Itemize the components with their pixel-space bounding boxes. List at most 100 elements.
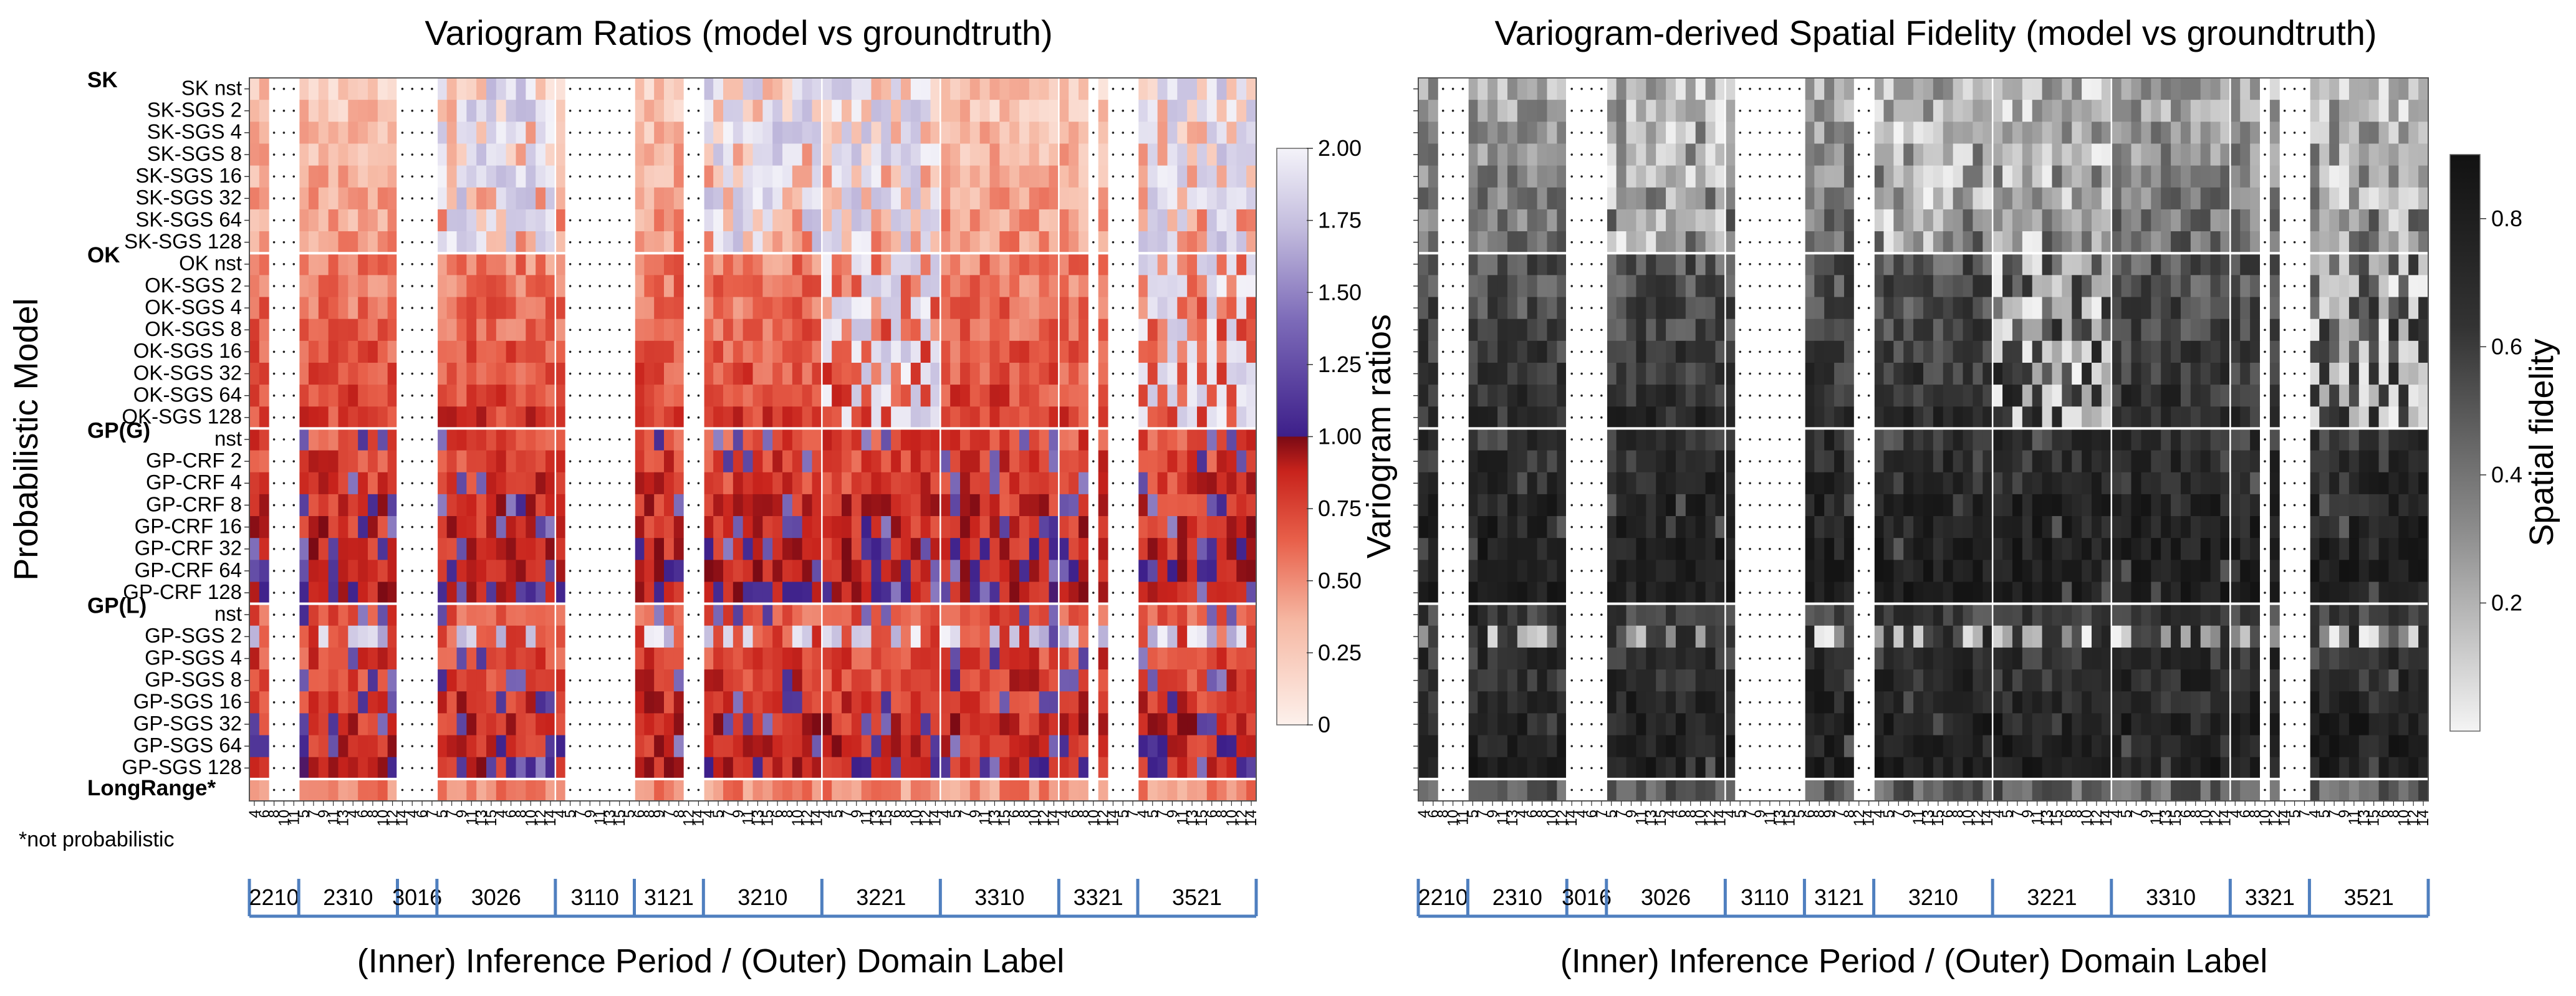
ratio-dot (1092, 438, 1095, 441)
ratio-cell (456, 209, 467, 232)
ratio-cell (328, 78, 339, 100)
ratio-cell (1197, 253, 1208, 275)
ratio-dot (598, 657, 601, 660)
ratio-cell (654, 297, 665, 320)
ratio-dot (589, 109, 592, 112)
ratio-cell (703, 231, 714, 254)
ratio-cell (1039, 450, 1049, 473)
ratio-cell (901, 122, 911, 144)
ratio-cell (891, 538, 901, 560)
fidelity-cell (2398, 143, 2409, 166)
ratio-x-tick-label: 12 (799, 810, 816, 826)
ratio-cell (299, 691, 309, 714)
ratio-cell (1059, 165, 1069, 188)
ratio-cell (1157, 209, 1168, 232)
fidelity-cell (1963, 78, 1973, 100)
ratio-cell (733, 713, 744, 736)
ratio-cell (1138, 100, 1148, 122)
ratio-dot (411, 701, 414, 704)
ratio-cell (338, 538, 348, 560)
ratio-cell (802, 691, 812, 714)
ratio-cell (1197, 735, 1208, 758)
fidelity-cell (2141, 122, 2151, 144)
ratio-cell (940, 143, 951, 166)
ratio-cell (842, 187, 852, 210)
row-label: GP-CRF 2 (146, 449, 242, 472)
ratio-cell (328, 428, 339, 451)
fidelity-cell (2240, 165, 2251, 188)
ratio-cell (1019, 165, 1030, 188)
ratio-cell (772, 757, 783, 780)
ratio-cell (1079, 406, 1089, 429)
fidelity-cell (2052, 122, 2062, 144)
ratio-dot (618, 132, 621, 134)
ratio-cell (782, 713, 793, 736)
ratio-cell (802, 275, 812, 298)
ratio-cell (930, 538, 941, 560)
fidelity-cell (1675, 78, 1686, 100)
ratio-dot (1122, 307, 1125, 309)
ratio-cell (1206, 275, 1218, 298)
ratio-cell (358, 209, 368, 232)
ratio-x-tick-label: 14 (809, 810, 825, 826)
ratio-cell (348, 647, 358, 670)
ratio-cell (1098, 494, 1108, 517)
ratio-cell (506, 362, 516, 385)
ratio-cell (1147, 340, 1158, 363)
ratio-cell (969, 209, 981, 232)
ratio-cell (950, 406, 961, 429)
ratio-x-tick-label: 8 (898, 810, 915, 818)
ratio-cell (1157, 669, 1168, 692)
ratio-cell (861, 472, 872, 495)
ratio-cell (1206, 340, 1218, 363)
ratio-cell (713, 100, 724, 122)
ratio-cell (901, 582, 911, 605)
ratio-dot (421, 504, 423, 507)
ratio-cell (654, 647, 665, 670)
ratio-cell (1049, 691, 1059, 714)
fidelity-cell (1725, 122, 1736, 144)
ratio-cell (703, 297, 714, 320)
ratio-cell (733, 385, 744, 407)
ratio-cell (920, 560, 931, 582)
fidelity-cell (1537, 122, 1547, 144)
ratio-dot (569, 438, 572, 441)
ratio-cell (910, 406, 921, 429)
ratio-cell (802, 538, 812, 560)
ratio-cell (338, 340, 348, 363)
ratio-dot (272, 132, 276, 134)
ratio-x-tick-label: 14 (1243, 810, 1260, 826)
ratio-dot (608, 679, 611, 682)
fidelity-cell (1843, 78, 1855, 100)
ratio-cell (723, 450, 734, 473)
fidelity-cell (1636, 78, 1646, 100)
ratio-cell (1009, 757, 1020, 780)
ratio-x-tick-label: 5 (1115, 810, 1132, 818)
ratio-cell (496, 100, 507, 122)
ratio-cell (664, 122, 675, 144)
ratio-cell (1138, 625, 1148, 648)
ratio-cell (1079, 275, 1089, 298)
fidelity-cell (1933, 165, 1944, 188)
ratio-dot (431, 745, 433, 747)
ratio-cell (466, 472, 477, 495)
ratio-cell (930, 297, 941, 320)
ratio-cell (1098, 275, 1108, 298)
ratio-dot (282, 504, 286, 507)
ratio-cell (733, 582, 744, 605)
ratio-cell (309, 560, 319, 582)
ratio-cell (486, 713, 497, 736)
ratio-cell (526, 450, 536, 473)
ratio-cell (772, 428, 783, 451)
ratio-cell (1206, 735, 1218, 758)
ratio-cell (762, 406, 773, 429)
ratio-cell (960, 385, 971, 407)
ratio-cell (328, 516, 339, 539)
ratio-cell (752, 669, 763, 692)
ratio-cell (348, 275, 358, 298)
ratio-cell (782, 560, 793, 582)
ratio-cell (358, 362, 368, 385)
ratio-cell (634, 362, 645, 385)
ratio-cell (328, 143, 339, 166)
fidelity-cell (1973, 143, 1983, 166)
